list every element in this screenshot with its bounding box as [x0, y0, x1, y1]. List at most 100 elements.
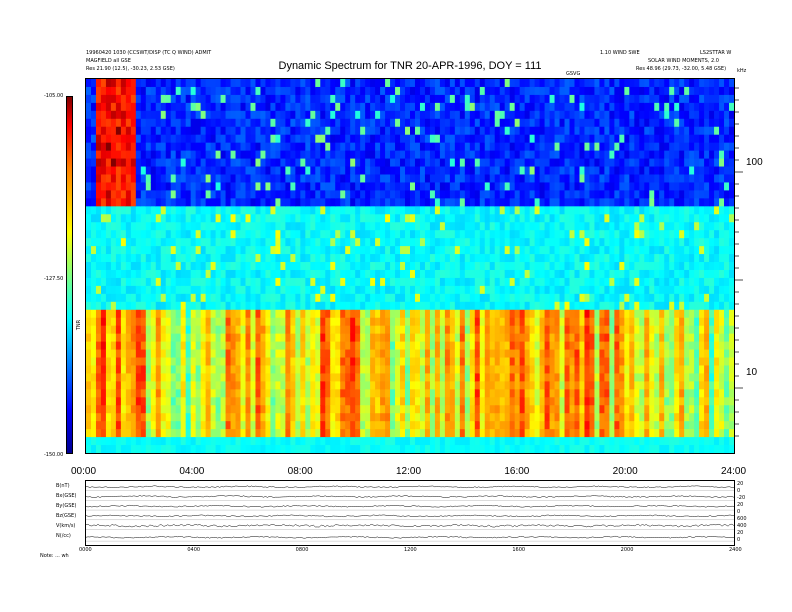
heatmap-cell [594, 150, 601, 160]
heatmap-cell [295, 214, 301, 223]
heatmap-cell [579, 333, 586, 343]
heatmap-cell [325, 413, 331, 422]
heatmap-cell [240, 285, 247, 295]
heatmap-cell [100, 309, 107, 319]
heatmap-cell [275, 118, 281, 128]
heatmap-cell [150, 110, 157, 120]
heatmap-cell [95, 174, 102, 184]
heatmap-cell [295, 293, 301, 303]
heatmap-cell [449, 317, 456, 327]
heatmap-cell [529, 79, 536, 88]
heatmap-cell [405, 142, 411, 152]
heatmap-cell [395, 222, 401, 231]
heatmap-cell [574, 413, 581, 422]
heatmap-cell [250, 102, 257, 112]
heatmap-cell [439, 285, 446, 295]
heatmap-cell [609, 118, 615, 128]
heatmap-cell [225, 86, 232, 96]
heatmap-cell [434, 79, 441, 88]
heatmap-cell [200, 214, 207, 223]
heatmap-cell [414, 269, 421, 279]
heatmap-cell [459, 341, 466, 351]
heatmap-cell [405, 269, 411, 279]
heatmap-cell [110, 301, 117, 311]
heatmap-cell [594, 238, 601, 247]
heatmap-cell [270, 437, 277, 446]
heatmap-cell [355, 142, 361, 152]
heatmap-cell [215, 445, 222, 453]
heatmap-cell [340, 269, 346, 279]
heatmap-cell [285, 301, 291, 311]
heatmap-cell [405, 389, 411, 398]
heatmap-cell [335, 230, 341, 239]
heatmap-cell [514, 230, 521, 239]
heatmap-cell [375, 397, 381, 406]
heatmap-cell [385, 365, 391, 375]
heatmap-cell [494, 429, 501, 438]
heatmap-cell [120, 230, 127, 239]
heatmap-cell [200, 373, 207, 382]
heatmap-cell [160, 126, 167, 136]
heatmap-cell [414, 285, 421, 295]
heatmap-cell [165, 365, 172, 375]
heatmap-cell [519, 285, 526, 295]
heatmap-cell [494, 206, 501, 215]
heatmap-cell [300, 341, 306, 351]
heatmap-cell [300, 437, 306, 446]
heatmap-cell [260, 254, 267, 263]
heatmap-cell [190, 357, 197, 367]
heatmap-cell [479, 110, 486, 120]
heatmap-cell [564, 445, 571, 453]
heatmap-cell [549, 238, 556, 247]
heatmap-cell [504, 79, 511, 88]
heatmap-cell [464, 445, 471, 453]
heatmap-cell [350, 198, 356, 207]
heatmap-cell [589, 277, 596, 287]
heatmap-cell [514, 429, 521, 438]
heatmap-cell [529, 301, 536, 311]
heatmap-cell [265, 325, 272, 335]
heatmap-cell [285, 445, 291, 453]
heatmap-cell [310, 238, 316, 247]
heatmap-cell [529, 94, 536, 104]
heatmap-cell [414, 389, 421, 398]
heatmap-cell [170, 365, 177, 375]
heatmap-cell [295, 365, 301, 375]
heatmap-cell [375, 413, 381, 422]
heatmap-cell [275, 134, 281, 144]
heatmap-cell [335, 293, 341, 303]
heatmap-cell [330, 341, 336, 351]
heatmap-cell [170, 285, 177, 295]
heatmap-cell [285, 134, 291, 144]
heatmap-cell [549, 166, 556, 176]
heatmap-cell [165, 317, 172, 327]
heatmap-cell [270, 421, 277, 430]
heatmap-cell [594, 445, 601, 453]
heatmap-cell [594, 246, 601, 255]
heatmap-cell [240, 277, 247, 287]
heatmap-cell [175, 214, 182, 223]
heatmap-cell [504, 309, 511, 319]
heatmap-cell [464, 357, 471, 367]
heatmap-cell [494, 421, 501, 430]
heatmap-cell [405, 198, 411, 207]
heatmap-cell [489, 389, 496, 398]
heatmap-cell [469, 429, 476, 438]
heatmap-cell [165, 285, 172, 295]
heatmap-cell [489, 301, 496, 311]
heatmap-cell [405, 349, 411, 359]
heatmap-cell [355, 190, 361, 199]
heatmap-cell [220, 357, 227, 367]
heatmap-cell [449, 158, 456, 168]
heatmap-cell [280, 198, 286, 207]
heatmap-cell [250, 373, 257, 382]
heatmap-cell [290, 134, 296, 144]
heatmap-cell [494, 118, 501, 128]
heatmap-cell [365, 246, 371, 255]
heatmap-cell [584, 222, 591, 231]
heatmap-cell [310, 134, 316, 144]
heatmap-cell [400, 86, 406, 96]
heatmap-cell [340, 86, 346, 96]
heatmap-cell [514, 134, 521, 144]
heatmap-cell [370, 142, 376, 152]
